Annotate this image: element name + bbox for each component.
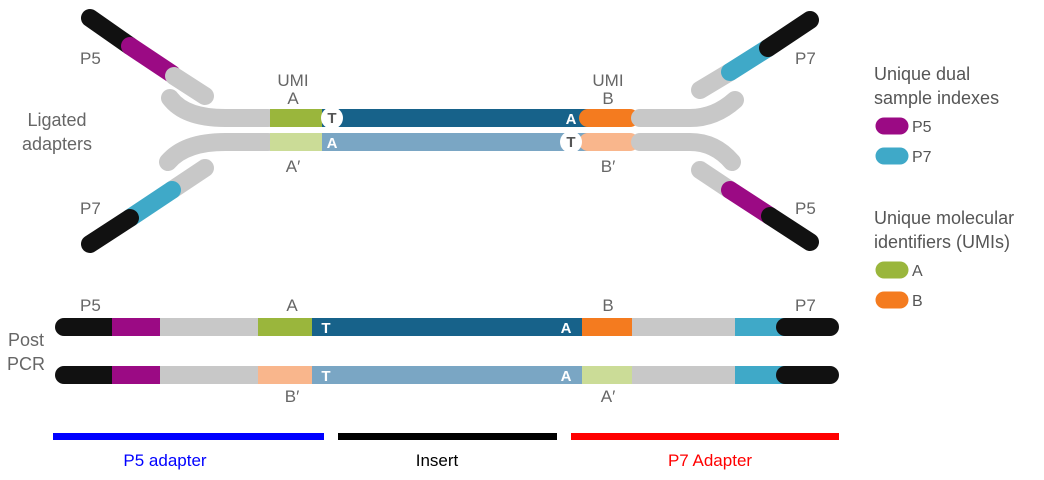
legend-p7-label: P7: [912, 149, 932, 166]
ligated-section-label-1: Ligated: [27, 110, 86, 130]
top-a-label: A: [566, 111, 577, 128]
umi-right-letter: B: [602, 89, 613, 108]
top-t-overhang: [321, 107, 343, 129]
p5-bottom-right-label: P5: [795, 199, 816, 218]
top-strand-right-grey: [631, 91, 744, 127]
legend-indexes-title-1: Unique dual: [874, 64, 970, 84]
top-strand-left-grey: [161, 89, 277, 127]
pcr2-a-label: A: [561, 368, 572, 385]
umi-left-letter: A: [287, 89, 299, 108]
legend-umi-a-label: A: [912, 263, 923, 280]
pcr1-t-label: T: [321, 320, 330, 337]
pcr1-a-label: A: [561, 320, 572, 337]
pcr2-t-label: T: [321, 368, 330, 385]
arm-top-left-grey: [165, 67, 214, 105]
legend: Unique dual sample indexes P5 P7 Unique …: [874, 64, 1014, 310]
arm-bottom-left-black: [81, 209, 139, 253]
pcr-umi-a-label: A: [286, 296, 298, 315]
bottom-t-label: T: [566, 134, 575, 151]
pcr-umi-b-label: B: [602, 296, 613, 315]
legend-umi-title-1: Unique molecular: [874, 208, 1014, 228]
post-pcr-section-label-1: Post: [8, 330, 44, 350]
legend-umi-title-2: identifiers (UMIs): [874, 232, 1010, 252]
arm-top-right-black: [759, 11, 819, 57]
top-t-label: T: [327, 110, 336, 127]
legend-p5-label: P5: [912, 119, 932, 136]
umi-left-title: UMI: [277, 71, 308, 90]
umi-right-bottom-label: B′: [601, 157, 616, 176]
bottom-a-label: A: [327, 135, 338, 152]
p5-adapter-bar: [53, 433, 324, 440]
legend-indexes-title-2: sample indexes: [874, 88, 999, 108]
arm-top-left-purple: [121, 37, 181, 83]
ligated-adapters: [81, 9, 819, 253]
ligated-section-label-2: adapters: [22, 134, 92, 154]
pcr-p5-label: P5: [80, 296, 101, 315]
p7-adapter-label: P7 Adapter: [668, 451, 752, 470]
p5-adapter-label: P5 adapter: [123, 451, 207, 470]
insert-label: Insert: [416, 451, 459, 470]
p5-top-left-label: P5: [80, 49, 101, 68]
arm-bottom-right-black: [761, 207, 819, 251]
p7-bottom-left-label: P7: [80, 199, 101, 218]
post-pcr-section-label-2: PCR: [7, 354, 45, 374]
insert-bar: [338, 433, 557, 440]
pcr-umi-b-prime-label: B′: [285, 387, 300, 406]
pcr-umi-a-prime-label: A′: [601, 387, 616, 406]
bottom-strand-right-grey: [631, 133, 741, 171]
p7-adapter-bar: [571, 433, 839, 440]
bottom-t-overhang: [560, 131, 582, 153]
p7-top-right-label: P7: [795, 49, 816, 68]
pcr-p7-label: P7: [795, 296, 816, 315]
bottom-strand-left-grey: [159, 133, 277, 171]
umi-right-title: UMI: [592, 71, 623, 90]
legend-umi-b-label: B: [912, 293, 923, 310]
region-bars: P5 adapter Insert P7 Adapter: [53, 433, 839, 470]
umi-left-bottom-label: A′: [286, 157, 301, 176]
